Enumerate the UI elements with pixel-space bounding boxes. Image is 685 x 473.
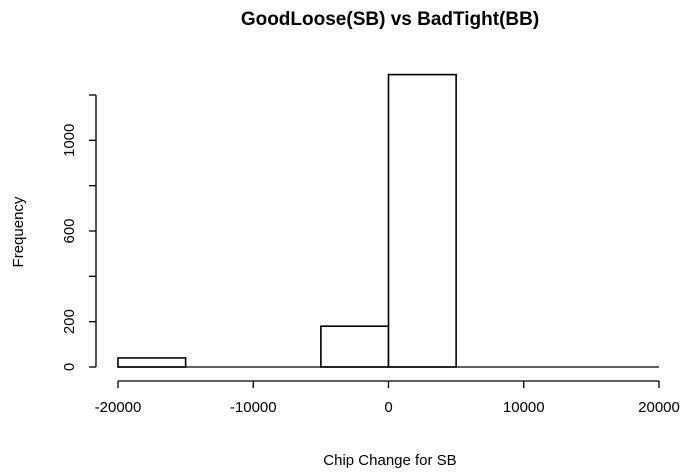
y-tick-label: 600 [61, 218, 78, 243]
y-axis: 0 200 600 1000 [61, 94, 97, 371]
x-axis: -20000 -10000 0 10000 20000 [95, 380, 680, 416]
histogram-bars [117, 73, 659, 368]
histogram-bar-0 [117, 357, 187, 368]
y-tick-label: 200 [61, 309, 78, 334]
x-tick-label: -10000 [230, 399, 277, 416]
x-tick-label: 10000 [503, 399, 545, 416]
x-axis-label: Chip Change for SB [323, 452, 456, 469]
histogram-bar-4 [387, 73, 457, 368]
y-axis-label: Frequency [10, 196, 27, 267]
x-tick-label: 0 [384, 399, 392, 416]
x-tick-label: 20000 [638, 399, 680, 416]
y-tick-label: 1000 [61, 124, 78, 157]
histogram-bar-3 [320, 325, 390, 368]
x-tick-label: -20000 [95, 399, 142, 416]
chart-title: GoodLoose(SB) vs BadTight(BB) [241, 9, 539, 30]
y-tick-label: 0 [61, 363, 78, 371]
